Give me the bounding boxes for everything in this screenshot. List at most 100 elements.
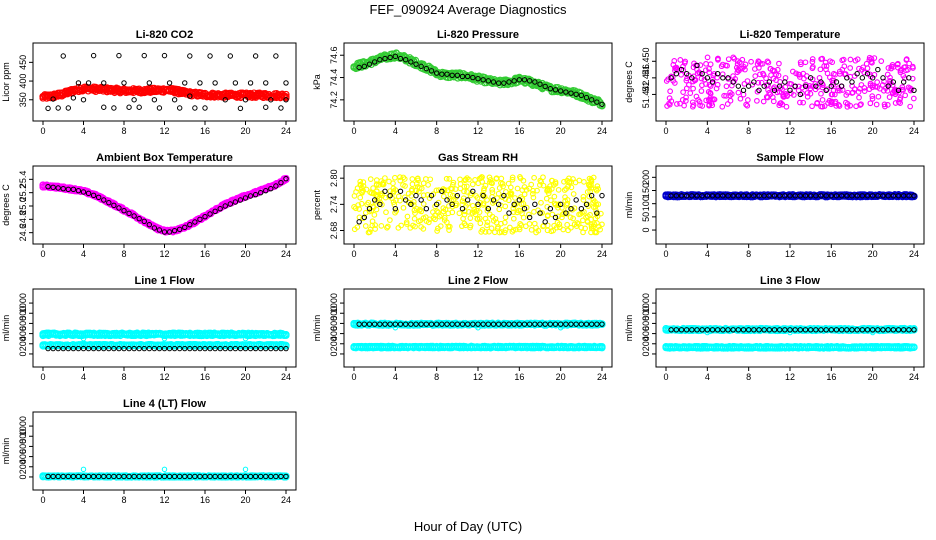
y-axis-label: ml/min (624, 192, 634, 219)
data-point (365, 199, 372, 206)
mean-point (501, 192, 507, 199)
mean-point (70, 95, 77, 101)
mean-point (418, 63, 424, 70)
data-point (384, 224, 390, 231)
mean-point (532, 79, 538, 85)
x-tick-label: 16 (200, 126, 210, 136)
data-point (909, 63, 916, 70)
y-tick-label: 51.446 (641, 64, 651, 92)
data-point (516, 226, 523, 233)
mean-point (689, 75, 695, 81)
data-point (737, 95, 744, 102)
data-point (680, 63, 686, 70)
data-point (861, 85, 868, 91)
data-point (770, 98, 777, 105)
y-tick-label: 350 (18, 92, 28, 107)
mean-point (890, 79, 897, 85)
mean-point (121, 207, 127, 214)
mean-point (166, 229, 173, 235)
data-point (282, 93, 290, 101)
mean-point (433, 201, 440, 208)
data-point (528, 226, 535, 233)
data-point (402, 183, 408, 189)
data-point (507, 224, 513, 231)
data-point (666, 101, 673, 108)
mean-point (202, 213, 208, 220)
data-point (709, 76, 716, 83)
data-point (910, 95, 917, 102)
x-tick-label: 16 (514, 372, 524, 382)
data-point (467, 224, 473, 231)
x-tick-label: 16 (514, 126, 524, 136)
y-tick-label: 74.6 (329, 46, 339, 64)
data-point (538, 199, 544, 206)
data-point (551, 200, 558, 207)
x-tick-label: 24 (597, 372, 607, 382)
mean-point (182, 224, 188, 231)
data-point (561, 178, 567, 185)
data-point (887, 78, 893, 84)
data-point (553, 224, 560, 231)
data-point (714, 81, 721, 88)
panel-title: Line 2 Flow (448, 275, 508, 287)
data-point (551, 193, 558, 200)
data-point (479, 179, 485, 185)
x-tick-label: 4 (393, 372, 398, 382)
data-point (777, 100, 783, 107)
data-point (537, 177, 544, 184)
data-point (510, 215, 517, 222)
data-point (352, 205, 359, 212)
data-point (703, 60, 709, 67)
data-point (851, 86, 858, 92)
data-point (507, 184, 514, 191)
data-point (812, 86, 819, 93)
data-point (526, 185, 533, 192)
x-tick-label: 4 (81, 126, 86, 136)
mean-point (828, 83, 835, 89)
mean-point (678, 66, 685, 73)
data-point (741, 81, 748, 87)
data-point (766, 89, 773, 96)
data-point (488, 179, 495, 186)
y-tick-label: 25.0 (18, 197, 28, 215)
mean-point (263, 104, 269, 110)
x-tick-label: 0 (663, 372, 668, 382)
data-point (824, 86, 830, 93)
data-point (767, 66, 774, 72)
data-point (586, 182, 592, 189)
data-point (580, 197, 587, 203)
data-point (476, 209, 483, 215)
data-point (387, 217, 393, 223)
mean-point (187, 221, 193, 228)
data-point (472, 177, 478, 183)
data-point (821, 103, 828, 109)
data-point (499, 180, 506, 187)
mean-point (227, 53, 234, 59)
data-point (819, 84, 826, 91)
x-tick-label: 16 (200, 372, 210, 382)
mean-point (485, 78, 492, 84)
data-point (580, 217, 586, 224)
data-point (441, 214, 448, 221)
data-point (484, 197, 490, 203)
mean-point (849, 79, 855, 85)
data-point (709, 96, 715, 103)
mean-point (813, 83, 819, 89)
data-point (734, 61, 741, 67)
data-point (371, 211, 378, 218)
data-point (682, 97, 689, 104)
mean-point (387, 54, 393, 61)
mean-point (121, 80, 127, 86)
mean-point (547, 206, 554, 212)
mean-point (252, 191, 259, 198)
data-point (689, 103, 696, 110)
mean-point (166, 80, 173, 86)
data-point (514, 185, 521, 192)
data-point (881, 78, 887, 85)
mean-point (217, 205, 223, 212)
data-point (841, 63, 848, 70)
